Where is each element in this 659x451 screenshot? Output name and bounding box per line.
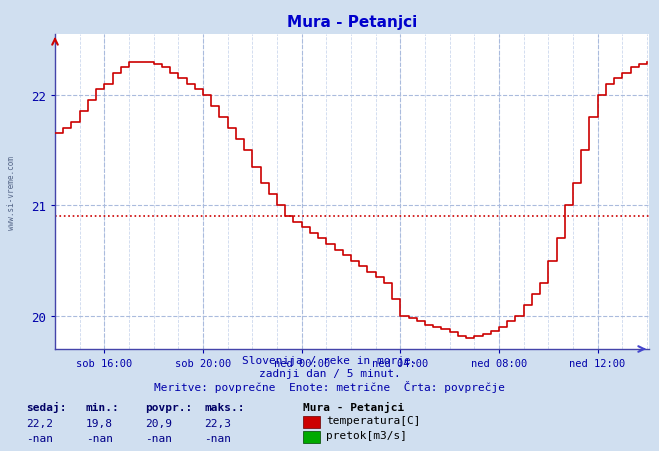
Title: Mura - Petanjci: Mura - Petanjci [287, 14, 417, 30]
Text: 20,9: 20,9 [145, 418, 172, 428]
Text: -nan: -nan [204, 433, 231, 443]
Text: pretok[m3/s]: pretok[m3/s] [326, 430, 407, 440]
Text: povpr.:: povpr.: [145, 402, 192, 412]
Text: sedaj:: sedaj: [26, 401, 67, 412]
Text: Slovenija / reke in morje.: Slovenija / reke in morje. [242, 355, 417, 365]
Text: min.:: min.: [86, 402, 119, 412]
Text: -nan: -nan [145, 433, 172, 443]
Text: Mura - Petanjci: Mura - Petanjci [303, 401, 405, 412]
Text: 22,2: 22,2 [26, 418, 53, 428]
Text: zadnji dan / 5 minut.: zadnji dan / 5 minut. [258, 368, 401, 378]
Text: maks.:: maks.: [204, 402, 244, 412]
Text: 19,8: 19,8 [86, 418, 113, 428]
Text: -nan: -nan [26, 433, 53, 443]
Text: temperatura[C]: temperatura[C] [326, 415, 420, 425]
Text: 22,3: 22,3 [204, 418, 231, 428]
Text: Meritve: povprečne  Enote: metrične  Črta: povprečje: Meritve: povprečne Enote: metrične Črta:… [154, 380, 505, 392]
Text: -nan: -nan [86, 433, 113, 443]
Text: www.si-vreme.com: www.si-vreme.com [7, 155, 16, 229]
